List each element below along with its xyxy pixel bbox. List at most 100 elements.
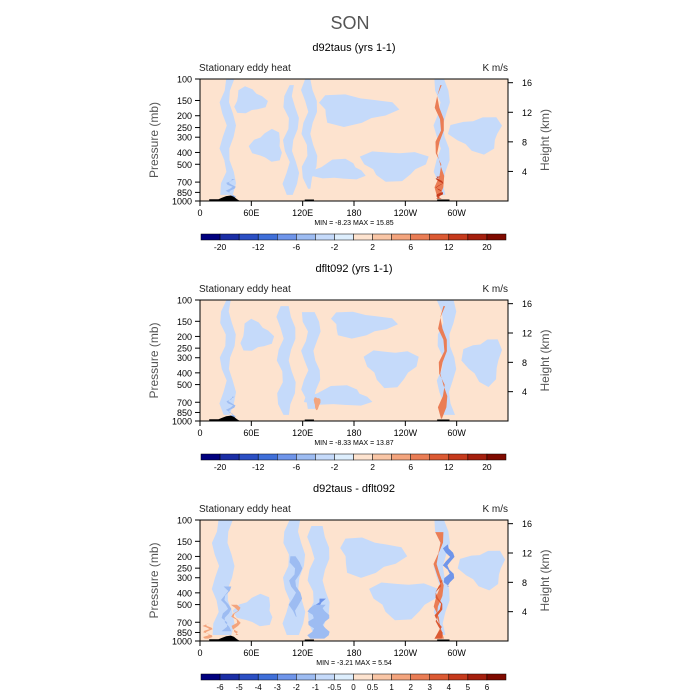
colorbar-label: -12 <box>252 462 265 472</box>
y-tick-label: 150 <box>177 317 192 327</box>
panel-title: d92taus (yrs 1-1) <box>312 42 395 54</box>
colorbar-label: -1 <box>312 683 320 692</box>
x-tick-label: 0 <box>197 208 202 218</box>
colorbar-label: -5 <box>236 683 244 692</box>
min-max-stats: MIN = -8.23 MAX = 15.85 <box>314 220 393 227</box>
contour-negative-region <box>219 300 236 415</box>
y-tick-label: 700 <box>177 398 192 408</box>
contour-negative-region <box>307 604 330 639</box>
panel-title: d92taus - dflt092 <box>313 483 395 495</box>
x-tick-label: 120W <box>394 648 418 658</box>
y-tick-label: 100 <box>177 296 192 306</box>
topography <box>437 639 450 641</box>
colorbar-label: 2 <box>370 462 375 472</box>
colorbar-segment <box>334 673 354 681</box>
y-tick-label: 200 <box>177 552 192 562</box>
colorbar-segment <box>238 233 259 241</box>
panel-units: K m/s <box>482 63 508 74</box>
colorbar-segment <box>410 233 430 241</box>
contour-negative-region <box>276 306 296 415</box>
x-tick-label: 0 <box>197 428 202 438</box>
colorbar-label: 2 <box>408 683 413 692</box>
colorbar-segment <box>315 673 335 681</box>
colorbar-segment <box>448 233 469 241</box>
colorbar-segment <box>429 673 450 681</box>
contour-negative-region <box>461 339 502 387</box>
y2-tick-label: 12 <box>522 108 532 118</box>
colorbar-segment <box>238 453 259 461</box>
contour-negative-region <box>442 544 455 587</box>
panel-left-label: Stationary eddy heat <box>199 63 291 74</box>
topography <box>209 635 240 641</box>
y-tick-label: 1000 <box>172 637 192 647</box>
contour-negative-region <box>240 318 275 351</box>
topography <box>304 199 314 201</box>
contour-negative-region <box>225 396 236 419</box>
x-tick-label: 0 <box>197 648 202 658</box>
y-tick-label: 700 <box>177 178 192 188</box>
contour-positive-region <box>434 85 445 199</box>
y2-tick-label: 16 <box>522 519 532 529</box>
colorbar-label: 6 <box>485 683 490 692</box>
colorbar-segment <box>277 233 297 241</box>
colorbar-segment <box>315 233 335 241</box>
min-max-stats: MIN = -3.21 MAX = 5.54 <box>316 660 392 667</box>
colorbar-segment <box>219 673 240 681</box>
colorbar-label: 2 <box>370 242 375 252</box>
contour-negative-region <box>359 151 429 182</box>
colorbar-segment <box>448 673 469 681</box>
contour-positive-region <box>435 176 444 199</box>
colorbar-segment <box>257 233 278 241</box>
x-tick-label: 120E <box>292 208 313 218</box>
y-tick-label: 700 <box>177 618 192 628</box>
colorbar-label: -20 <box>214 242 227 252</box>
colorbar-segment <box>467 673 488 681</box>
colorbar-segment <box>486 673 507 681</box>
y-tick-label: 200 <box>177 332 192 342</box>
contour-positive-region <box>313 397 321 411</box>
contour-positive-region <box>230 604 241 635</box>
chart-panel-2: dflt092 (yrs 1-1) Stationary eddy heat K m… <box>147 263 552 472</box>
colorbar-segment <box>372 673 392 681</box>
panel-left-label: Stationary eddy heat <box>199 504 291 515</box>
y-tick-label: 150 <box>177 537 192 547</box>
figure-title: SON <box>330 13 369 33</box>
contour-negative-region <box>221 586 232 632</box>
contour-negative-region <box>219 79 236 195</box>
colorbar-segment <box>486 233 507 241</box>
colorbar-segment <box>467 453 488 461</box>
contour-negative-region <box>310 158 366 180</box>
colorbar-segment <box>372 453 392 461</box>
contour-positive-region <box>437 306 448 419</box>
contour-negative-region <box>232 593 273 627</box>
y2-tick-label: 8 <box>522 137 527 147</box>
contour-field <box>200 300 508 421</box>
topography <box>437 419 450 421</box>
contour-field <box>200 520 508 641</box>
colorbar-label: -6 <box>293 462 301 472</box>
contour-negative-region <box>369 582 438 621</box>
x-tick-label: 120W <box>394 428 418 438</box>
colorbar-segment <box>200 673 221 681</box>
x-tick-label: 120E <box>292 428 313 438</box>
y-tick-label: 150 <box>177 96 192 106</box>
y-tick-label: 850 <box>177 408 192 418</box>
panel-units: K m/s <box>482 504 508 515</box>
colorbar-segment <box>277 453 297 461</box>
colorbar-segment <box>429 453 450 461</box>
y2-axis-label: Height (km) <box>538 549 552 611</box>
colorbar-label: 12 <box>444 242 454 252</box>
y-tick-label: 300 <box>177 133 192 143</box>
y2-tick-label: 4 <box>522 167 527 177</box>
colorbar-label: -0.5 <box>328 683 342 692</box>
x-tick-label: 180 <box>346 428 361 438</box>
contour-positive-region <box>434 580 443 639</box>
contour-positive-region <box>433 532 444 639</box>
colorbar-label: -2 <box>293 683 301 692</box>
colorbar-segment <box>410 673 430 681</box>
y-axis-label: Pressure (mb) <box>147 322 161 398</box>
contour-negative-region <box>340 537 408 578</box>
colorbar-segment <box>238 673 259 681</box>
topography <box>209 195 240 201</box>
